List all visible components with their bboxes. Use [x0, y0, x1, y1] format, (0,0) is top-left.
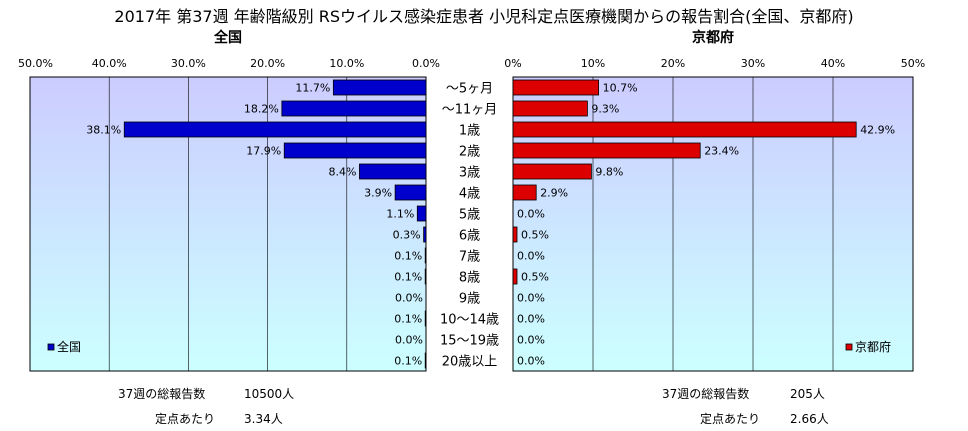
- category-label: 8歳: [459, 271, 480, 286]
- left-data-label: 3.9%: [364, 187, 392, 200]
- left-data-label: 11.7%: [295, 82, 330, 95]
- right-bar: [512, 121, 857, 138]
- category-label: 1歳: [459, 124, 480, 139]
- left-bar: [283, 142, 427, 159]
- left-data-label: 18.2%: [244, 103, 279, 116]
- right-total-label: 37週の総報告数: [662, 387, 750, 401]
- right-total-value: 205人: [790, 387, 825, 401]
- category-label: 9歳: [459, 292, 480, 307]
- left-plot-area: [29, 76, 427, 372]
- left-per-value: 3.34人: [244, 412, 283, 426]
- category-label: 15～19歳: [440, 334, 499, 349]
- right-bar: [512, 100, 588, 117]
- right-tick-label: 40%: [820, 57, 846, 70]
- left-bar: [123, 121, 427, 138]
- left-bar: [281, 100, 427, 117]
- left-tick-label: 40.0%: [91, 57, 127, 70]
- category-label: 3歳: [459, 166, 480, 181]
- category-label: 7歳: [459, 250, 480, 265]
- left-bar: [394, 184, 427, 201]
- left-bar: [424, 247, 427, 264]
- left-bar: [424, 310, 427, 327]
- left-tick-label: 10.0%: [329, 57, 365, 70]
- right-data-label: 0.0%: [517, 208, 545, 221]
- left-data-label: 0.0%: [395, 334, 423, 347]
- left-bar: [423, 226, 427, 243]
- left-panel-title: 全国: [214, 30, 242, 46]
- left-data-label: 0.3%: [393, 229, 421, 242]
- left-total-value: 10500人: [244, 387, 295, 401]
- chart-title: 2017年 第37週 年齢階級別 RSウイルス感染症患者 小児科定点医療機関から…: [114, 7, 854, 26]
- right-data-label: 0.0%: [517, 313, 545, 326]
- left-data-label: 1.1%: [386, 208, 414, 221]
- left-tick-label: 20.0%: [250, 57, 286, 70]
- right-per-value: 2.66人: [790, 412, 829, 426]
- right-tick-label: 30%: [740, 57, 766, 70]
- right-data-label: 0.0%: [517, 250, 545, 263]
- right-bar: [512, 79, 599, 96]
- right-per-label: 定点あたり: [700, 412, 761, 426]
- right-data-label: 23.4%: [704, 145, 739, 158]
- left-per-label: 定点あたり: [155, 412, 216, 426]
- left-data-label: 38.1%: [86, 124, 121, 137]
- category-label: 2歳: [459, 145, 480, 160]
- category-label: 20歳以上: [442, 355, 498, 370]
- right-data-label: 10.7%: [603, 82, 638, 95]
- category-label: 4歳: [459, 187, 480, 202]
- left-bar: [332, 79, 427, 96]
- category-label: ～11ヶ月: [442, 103, 498, 118]
- right-tick-label: 50%: [900, 57, 926, 70]
- right-panel-title: 京都府: [692, 30, 734, 46]
- right-bar: [512, 268, 518, 285]
- right-data-label: 42.9%: [860, 124, 895, 137]
- left-legend-swatch: [47, 343, 55, 351]
- left-bar: [416, 205, 427, 222]
- left-data-label: 0.0%: [395, 292, 423, 305]
- right-tick-label: 20%: [660, 57, 686, 70]
- left-bar: [424, 268, 427, 285]
- right-legend-label: 京都府: [855, 339, 891, 354]
- left-tick-label: 0.0%: [412, 57, 440, 70]
- left-data-label: 0.1%: [394, 313, 422, 326]
- right-data-label: 0.5%: [521, 229, 549, 242]
- category-label: 6歳: [459, 229, 480, 244]
- right-bar: [512, 142, 701, 159]
- right-bar: [512, 163, 592, 180]
- right-bar: [512, 184, 537, 201]
- left-legend-label: 全国: [57, 339, 81, 354]
- left-tick-label: 50.0%: [18, 57, 53, 70]
- left-data-label: 17.9%: [246, 145, 281, 158]
- left-bar: [359, 163, 427, 180]
- category-label: 5歳: [459, 208, 480, 223]
- left-data-label: 0.1%: [394, 355, 422, 368]
- category-label: ～5ヶ月: [446, 82, 493, 97]
- left-data-label: 0.1%: [394, 271, 422, 284]
- category-label: 10～14歳: [440, 313, 499, 328]
- left-total-label: 37週の総報告数: [118, 387, 206, 401]
- left-data-label: 0.1%: [394, 250, 422, 263]
- left-tick-label: 30.0%: [170, 57, 206, 70]
- right-tick-label: 10%: [580, 57, 606, 70]
- right-data-label: 0.0%: [517, 334, 545, 347]
- left-legend: 全国: [47, 339, 81, 354]
- right-data-label: 2.9%: [540, 187, 568, 200]
- right-data-label: 0.0%: [517, 355, 545, 368]
- left-data-label: 8.4%: [329, 166, 357, 179]
- right-bar: [512, 226, 518, 243]
- right-legend-swatch: [845, 343, 853, 351]
- right-legend: 京都府: [845, 339, 891, 354]
- left-bar: [424, 352, 427, 369]
- right-tick-label: 0%: [504, 57, 522, 70]
- right-data-label: 9.8%: [595, 166, 623, 179]
- right-plot-area: [512, 76, 914, 372]
- right-data-label: 0.0%: [517, 292, 545, 305]
- right-data-label: 9.3%: [591, 103, 619, 116]
- right-data-label: 0.5%: [521, 271, 549, 284]
